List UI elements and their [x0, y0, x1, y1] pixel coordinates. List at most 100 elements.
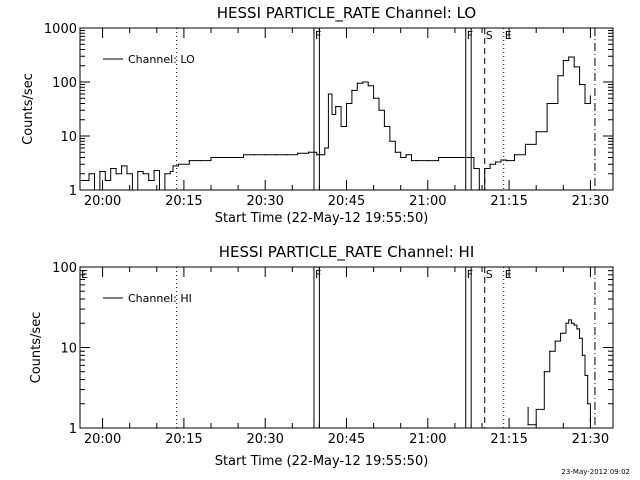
data-point — [573, 324, 575, 326]
x-tick-label: 21:15 — [490, 194, 527, 209]
data-point — [587, 403, 589, 405]
y-tick-label: 100 — [52, 261, 77, 276]
data-point — [327, 93, 330, 95]
legend-label: Channel: HI — [128, 292, 192, 305]
x-tick-label: 20:30 — [246, 432, 283, 447]
data-point — [148, 179, 150, 182]
data-point — [115, 173, 117, 175]
data-point — [405, 154, 407, 156]
data-point — [527, 406, 529, 409]
data-point — [546, 102, 548, 105]
data-point — [275, 154, 277, 156]
data-point — [505, 160, 507, 162]
x-tick-label: 21:15 — [490, 432, 527, 447]
y-tick-label: 10 — [60, 342, 77, 357]
y-tick-label: 1 — [69, 422, 77, 437]
data-point — [389, 140, 391, 142]
legend-label: Channel: LO — [128, 53, 195, 66]
event-marker-label: E — [505, 268, 512, 281]
data-point — [543, 371, 545, 373]
event-marker-label: S — [486, 29, 493, 42]
data-point — [221, 156, 223, 159]
data-point — [88, 173, 90, 175]
x-tick-label: 21:30 — [572, 194, 609, 209]
data-point — [210, 156, 212, 159]
data-point — [524, 143, 526, 145]
data-point — [79, 179, 81, 182]
chart-title: HESSI PARTICLE_RATE Channel: LO — [217, 4, 476, 23]
data-point — [400, 156, 402, 159]
data-point — [153, 169, 155, 172]
data-point — [316, 154, 318, 156]
data-point — [340, 125, 342, 128]
data-point — [345, 102, 348, 105]
data-point — [581, 354, 583, 356]
data-point — [307, 151, 310, 153]
data-point — [373, 97, 375, 99]
y-tick-label: 1 — [69, 184, 77, 199]
series-line — [80, 56, 591, 191]
data-point — [367, 85, 369, 87]
event-marker-label: E — [81, 268, 88, 281]
data-point — [410, 160, 413, 162]
data-point — [535, 408, 537, 411]
y-tick-label: 1000 — [44, 22, 77, 37]
x-tick-label: 20:15 — [165, 194, 202, 209]
data-point — [473, 167, 475, 170]
data-point — [253, 154, 255, 156]
data-point — [137, 170, 139, 173]
data-point — [131, 189, 133, 191]
data-point — [560, 332, 562, 334]
data-point — [578, 83, 581, 86]
data-point — [565, 322, 567, 324]
x-tick-label: 20:45 — [328, 432, 365, 447]
data-point — [383, 125, 386, 128]
data-point — [169, 170, 171, 173]
data-point — [589, 421, 592, 423]
x-tick-label: 20:15 — [165, 432, 202, 447]
data-point — [573, 66, 575, 68]
x-tick-label: 21:00 — [409, 194, 446, 209]
data-point — [570, 322, 573, 324]
event-marker-label: F — [315, 29, 321, 42]
data-point — [557, 75, 559, 77]
data-point — [427, 160, 429, 162]
data-point — [99, 170, 101, 173]
event-marker-label: S — [486, 268, 493, 281]
data-point — [459, 156, 461, 159]
data-point — [467, 156, 470, 159]
data-point — [104, 179, 106, 182]
data-point — [126, 173, 128, 175]
data-point — [362, 81, 364, 83]
data-point — [562, 59, 564, 62]
data-point — [500, 159, 502, 161]
plot-timestamp: 23-May-2012 09:02 — [561, 468, 630, 476]
data-point — [478, 189, 480, 191]
data-point — [578, 337, 581, 339]
event-marker-label: F — [467, 29, 473, 42]
data-point — [264, 154, 266, 156]
data-point — [188, 160, 190, 162]
data-point — [324, 147, 326, 149]
data-point — [438, 156, 440, 159]
data-point — [335, 106, 337, 108]
data-point — [286, 154, 288, 156]
data-point — [142, 173, 144, 175]
data-point — [576, 328, 578, 330]
data-point — [321, 154, 323, 156]
data-point — [448, 156, 451, 159]
data-point — [164, 173, 166, 175]
data-point — [549, 350, 551, 352]
data-point — [554, 340, 556, 342]
data-point — [356, 82, 358, 84]
chart-panel-hi: HESSI PARTICLE_RATE Channel: HI 1 10 100 20:… — [29, 243, 614, 469]
data-point — [494, 161, 497, 163]
data-point — [484, 167, 486, 170]
data-point — [584, 102, 586, 105]
data-point — [331, 113, 333, 116]
x-tick-label: 21:30 — [572, 432, 609, 447]
data-point — [416, 160, 418, 162]
data-point — [158, 189, 161, 191]
data-point — [535, 131, 537, 133]
